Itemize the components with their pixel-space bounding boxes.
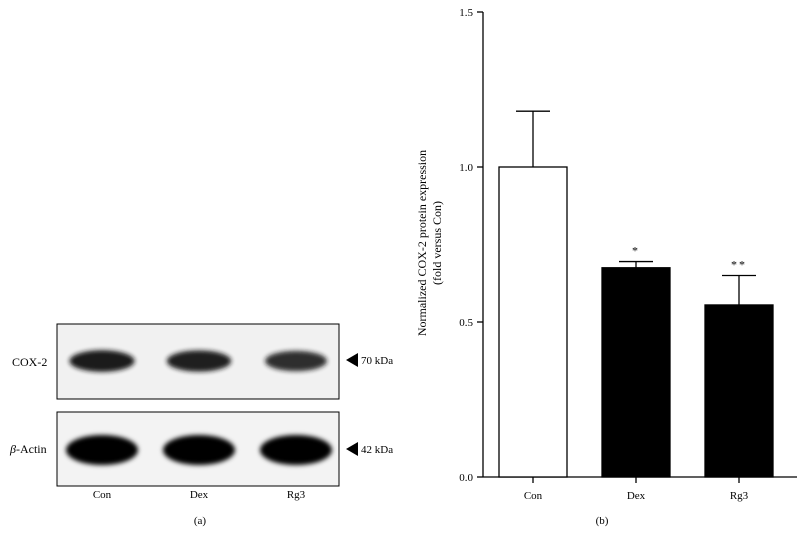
- blot-band-rg3: [260, 435, 332, 465]
- blot-bands-cox2: [69, 350, 327, 372]
- panel-b-label: (b): [596, 515, 609, 527]
- y-axis-label: Normalized COX-2 protein expression (fol…: [415, 150, 444, 336]
- y-axis-label-line2: (fold versus Con): [430, 201, 444, 285]
- bar-dex: [601, 267, 671, 478]
- x-axis: Con Dex Rg3: [483, 476, 797, 502]
- y-tick-label: 1.5: [459, 7, 473, 19]
- y-tick-label: 1.0: [459, 162, 473, 174]
- y-tick-label: 0.5: [459, 317, 473, 329]
- blot-band-dex: [166, 350, 232, 372]
- lane-label-con: Con: [93, 489, 112, 501]
- x-tick-label-dex: Dex: [627, 490, 646, 502]
- bar-con: [498, 166, 568, 478]
- blot-label-actin: β-Actin: [9, 442, 47, 456]
- blot-band-con: [66, 435, 138, 465]
- marker-label-42kda: 42 kDa: [361, 444, 393, 456]
- panel-a-label: (a): [194, 515, 207, 527]
- marker-label-70kda: 70 kDa: [361, 355, 393, 367]
- bar-rg3: [704, 304, 774, 478]
- bars: ***: [498, 110, 774, 478]
- x-tick-label-con: Con: [524, 490, 543, 502]
- blot-bands-actin: [66, 435, 332, 465]
- y-tick-label: 0.0: [459, 472, 473, 484]
- marker-arrow-icon: [346, 353, 358, 367]
- x-tick-label-rg3: Rg3: [730, 490, 749, 502]
- lane-labels: Con Dex Rg3: [93, 489, 306, 501]
- marker-arrow-icon: [346, 442, 358, 456]
- lane-label-dex: Dex: [190, 489, 209, 501]
- y-axis: 0.0 0.5 1.0 1.5: [459, 7, 484, 484]
- western-blot-panel: COX-2 70 kDa β-Actin 42 kDa Con Dex Rg3 (a…: [9, 323, 393, 527]
- y-axis-label-line1: Normalized COX-2 protein expression: [415, 150, 429, 336]
- significance-rg3: **: [731, 258, 747, 272]
- blot-band-dex: [163, 435, 235, 465]
- blot-band-rg3: [265, 350, 327, 372]
- significance-dex: *: [632, 244, 640, 258]
- blot-label-cox2: COX-2: [12, 355, 47, 369]
- bar-chart-panel: 0.00.51.01.5 Con Dex Rg3 *** Normalized CO…: [415, 7, 797, 527]
- lane-label-rg3: Rg3: [287, 489, 306, 501]
- blot-band-con: [69, 350, 135, 372]
